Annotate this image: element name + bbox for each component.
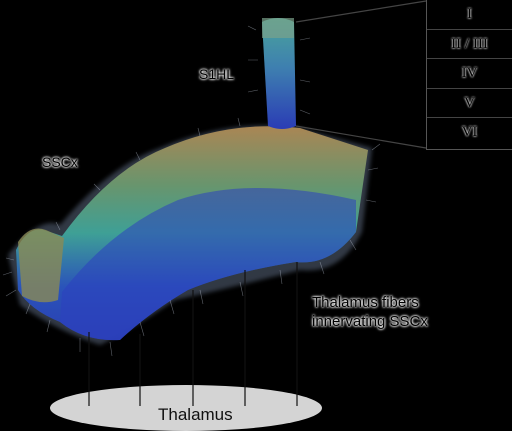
layer-4: IV [427,59,512,89]
cortical-layer-table: I II / III IV V VI [426,0,512,150]
fibers-label-line-1: Thalamus fibers [312,294,419,311]
zoom-line-bottom [295,125,427,149]
zoom-line-top [295,0,427,23]
thalamus-ellipse [50,385,322,431]
deep-layer-band [60,188,356,341]
s1hl-column [262,18,296,129]
fibers-label-line-2: innervating SSCx [312,313,428,330]
s1hl-column-top [262,18,294,38]
layer-2-3: II / III [427,30,512,59]
layer-1: I [427,0,512,30]
layer-6: VI [461,124,478,140]
thalamus-fibers-label: Thalamus fibers innervating SSCx [312,293,428,331]
fiber-projection-lines [88,262,298,406]
left-column [18,228,64,303]
s1hl-label: S1HL [199,66,235,82]
thalamus-label: Thalamus [158,405,233,424]
layer-5: V [427,89,512,118]
fiber-texture [2,25,381,357]
ssc-label: SSCx [42,154,78,170]
